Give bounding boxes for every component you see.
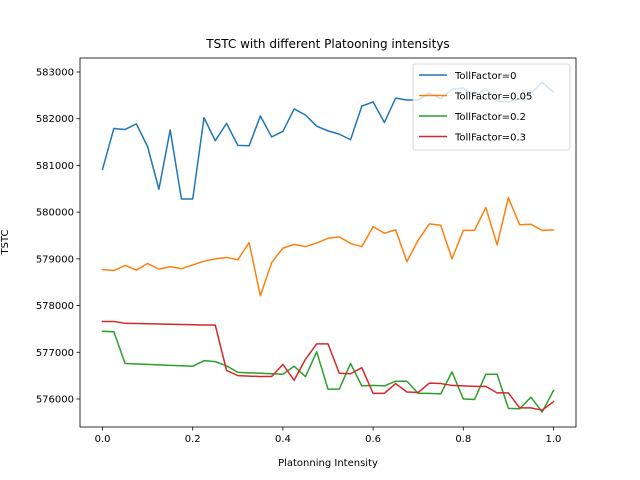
- x-tick-label: 0.6: [365, 434, 381, 445]
- y-tick-label: 581000: [36, 161, 74, 172]
- series-line-1: [101, 196, 555, 297]
- x-tick-label: 1.0: [546, 434, 562, 445]
- x-tick-label: 0.8: [455, 434, 471, 445]
- x-tick-label: 0.0: [95, 434, 111, 445]
- series-line-2: [101, 330, 555, 413]
- x-axis-label: Platonning Intensity: [278, 458, 378, 469]
- legend-box: [412, 63, 571, 151]
- plot-area: 0.0 0.2 0.4 0.6 0.8 1.0 576000 577000 578000 5790…: [36, 57, 577, 445]
- chart-title: TSTC with different Platooning intensity…: [205, 37, 449, 51]
- legend-label-0: TollFactor=0: [454, 71, 516, 82]
- y-tick-label: 580000: [36, 208, 74, 219]
- y-axis-label: TSTC: [0, 230, 11, 256]
- legend: TollFactor=0 TollFactor=0.05 TollFactor=0.…: [412, 63, 571, 151]
- legend-label-3: TollFactor=0.3: [454, 133, 526, 144]
- x-tick-label: 0.2: [185, 434, 201, 445]
- x-tick-label: 0.4: [275, 434, 291, 445]
- y-tick-label: 578000: [36, 301, 74, 312]
- y-tick-label: 582000: [36, 114, 74, 125]
- y-tick-label: 577000: [36, 348, 74, 359]
- y-tick-label: 576000: [36, 394, 74, 405]
- series-line-3: [101, 320, 555, 411]
- legend-label-1: TollFactor=0.05: [454, 92, 532, 103]
- legend-label-2: TollFactor=0.2: [454, 112, 526, 123]
- y-tick-label: 583000: [36, 68, 74, 79]
- axes-frame: [79, 57, 577, 428]
- y-tick-label: 579000: [36, 254, 74, 265]
